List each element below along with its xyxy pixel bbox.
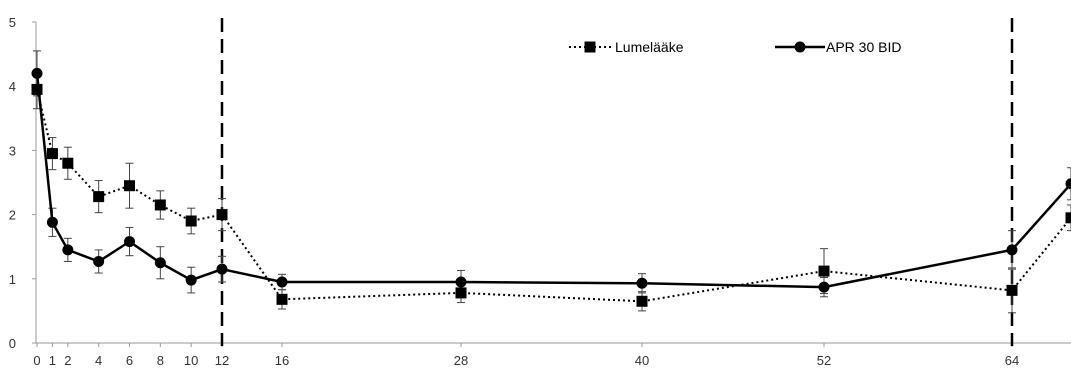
series-1-point xyxy=(154,199,166,211)
legend-marker-1 xyxy=(584,41,596,53)
x-tick-label: 10 xyxy=(184,353,198,368)
series-2-point xyxy=(455,276,467,288)
legend: Lumelääke APR 30 BID xyxy=(569,39,901,55)
series-2-point xyxy=(185,274,197,286)
y-tick-label: 1 xyxy=(9,272,16,287)
x-tick-label: 2 xyxy=(64,353,71,368)
series-2-point xyxy=(818,281,830,293)
series-2-point xyxy=(276,276,288,288)
series-2-point xyxy=(154,257,166,269)
x-tick-label: 16 xyxy=(275,353,289,368)
y-tick-label: 2 xyxy=(9,208,16,223)
series-2-line xyxy=(35,73,1071,289)
series-1-point xyxy=(185,215,197,227)
y-tick-label: 0 xyxy=(9,336,16,351)
axes xyxy=(32,21,1071,347)
series-markers xyxy=(31,67,1071,307)
y-tick-label: 5 xyxy=(9,15,16,30)
legend-label-2: APR 30 BID xyxy=(826,39,901,55)
series-1-point xyxy=(124,180,135,192)
x-tick-label: 28 xyxy=(454,353,468,368)
vertical-markers xyxy=(220,18,1014,346)
x-tick-label: 0 xyxy=(33,353,40,368)
series-2-point xyxy=(93,255,105,267)
series-2-point xyxy=(124,236,135,248)
x-tick-label: 1 xyxy=(49,353,56,368)
x-tick-label: 6 xyxy=(126,353,133,368)
y-tick-label: 4 xyxy=(9,79,16,94)
series-1-point xyxy=(31,83,43,95)
error-bars xyxy=(33,50,1071,314)
series-1-point xyxy=(62,157,74,169)
x-tick-label: 52 xyxy=(817,353,831,368)
series-1-point xyxy=(46,148,58,160)
x-tick-label: 8 xyxy=(157,353,164,368)
legend-marker-2 xyxy=(794,41,806,53)
series-1-point xyxy=(818,265,830,277)
series-2-point xyxy=(46,216,58,228)
x-tick-label: 64 xyxy=(1005,353,1019,368)
x-tick-label: 40 xyxy=(635,353,649,368)
series-2-point xyxy=(31,67,43,79)
series-1-point xyxy=(636,295,648,307)
series-2-point xyxy=(636,277,648,289)
y-tick-label: 3 xyxy=(9,143,16,158)
series-1-point xyxy=(1065,212,1071,224)
legend-label-1: Lumelääke xyxy=(615,39,684,55)
series-2-point xyxy=(1065,178,1071,190)
x-tick-label: 12 xyxy=(215,353,229,368)
series-1-line xyxy=(36,89,1071,303)
series-2-point xyxy=(216,263,228,275)
series-1-point xyxy=(276,293,288,305)
series-1-point xyxy=(216,209,228,221)
series-2-point xyxy=(62,244,74,256)
series-1-point xyxy=(1006,284,1018,296)
x-tick-label: 4 xyxy=(95,353,102,368)
series-2-point xyxy=(1006,244,1018,256)
series-1-point xyxy=(455,287,467,299)
series-1-point xyxy=(93,191,105,203)
